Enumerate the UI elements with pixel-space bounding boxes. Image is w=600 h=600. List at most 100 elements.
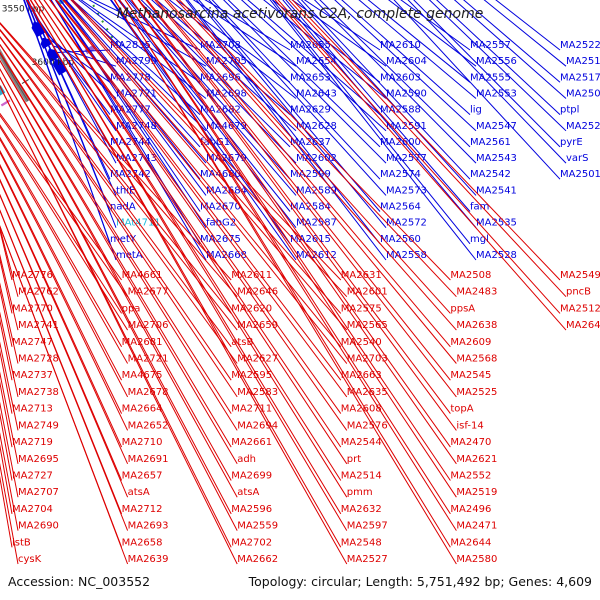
reverse-gene-label-leader [30, 0, 348, 531]
reverse-gene-label-leader [0, 209, 129, 531]
reverse-gene-label: MA2749 [18, 420, 59, 431]
forward-gene-label-leader [227, 0, 381, 148]
forward-gene-label: MA2535 [476, 218, 517, 229]
forward-gene-label: MA2599 [290, 169, 331, 180]
reverse-gene-label-leader [0, 136, 123, 348]
forward-gene-label: MAt4711 [116, 218, 161, 229]
reverse-gene-label: MA2548 [341, 537, 382, 548]
reverse-gene-label-leader [114, 0, 457, 565]
reverse-gene-label-leader [0, 114, 129, 297]
reverse-gene-label: MA2565 [347, 320, 388, 331]
reverse-gene-label: MA2508 [450, 270, 491, 281]
forward-gene-label: MA2577 [386, 153, 427, 164]
forward-gene-label-leader [271, 0, 381, 83]
forward-gene-label: MA2748 [116, 121, 157, 132]
forward-gene-label-leader [208, 0, 387, 196]
reverse-gene-label-leader [38, 0, 342, 448]
reverse-gene-label-leader [0, 432, 19, 531]
reverse-gene-label: pncB [566, 287, 591, 298]
forward-gene-label: MA2587 [296, 218, 337, 229]
reverse-gene-label-leader [0, 462, 19, 565]
forward-gene-label: MA2560 [380, 234, 421, 245]
reverse-gene-label-leader [0, 225, 129, 565]
reverse-gene-label-leader [138, 0, 451, 414]
forward-gene-label: MA2561 [470, 137, 511, 148]
forward-gene-label-leader [211, 0, 381, 180]
forward-gene-label-leader [428, 0, 567, 132]
reverse-gene-label: MA2597 [347, 521, 388, 532]
kbp-tick-label: 3600 kbp [32, 58, 75, 68]
reverse-gene-label: MA2704 [12, 504, 53, 515]
reverse-gene-label-leader [0, 28, 232, 314]
forward-gene-label: MA2835 [110, 40, 151, 51]
reverse-gene-label-leader [0, 341, 19, 431]
reverse-gene-label: MA2658 [122, 537, 163, 548]
reverse-gene-label: MA2601 [347, 287, 388, 298]
reverse-gene-label: ppsA [450, 303, 475, 314]
reverse-gene-label: MA2710 [122, 437, 163, 448]
forward-gene-label: MA2522 [560, 40, 600, 51]
forward-gene-label-leader [313, 0, 477, 164]
reverse-gene-label-leader [0, 84, 238, 565]
reverse-gene-label: ppa [122, 303, 141, 314]
reverse-gene-label-leader [0, 126, 129, 331]
forward-gene-label-leader [334, 0, 477, 132]
reverse-gene-label-leader [55, 0, 348, 364]
reverse-gene-label: MA2549 [560, 270, 600, 281]
reverse-gene-label-leader [291, 0, 561, 281]
reverse-gene-label-leader [155, 0, 451, 348]
forward-gene-label-leader [65, 0, 201, 148]
forward-gene-label: MA2555 [470, 72, 511, 83]
reverse-gene-label: MA2512 [560, 303, 600, 314]
forward-gene-label-leader [413, 0, 561, 148]
forward-gene-label-leader [93, 0, 201, 51]
forward-gene-label-leader [59, 0, 201, 180]
reverse-gene-label: MA2483 [456, 287, 497, 298]
reverse-gene-label-leader [0, 149, 123, 381]
reverse-gene-label: MA2559 [237, 521, 278, 532]
reverse-gene-label: MA4675 [122, 370, 163, 381]
reverse-gene-label-leader [0, 179, 129, 465]
reverse-gene-label-leader [154, 0, 457, 364]
forward-gene-label-leader [78, 0, 207, 99]
forward-gene-label: lig [470, 105, 482, 116]
forward-gene-label: MA2588 [380, 105, 421, 116]
reverse-gene-label: MA2649 [566, 320, 600, 331]
forward-gene-label: MA2610 [380, 40, 421, 51]
reverse-gene-label: MA2580 [456, 554, 497, 565]
forward-gene-label-leader [303, 0, 381, 51]
reverse-gene-label-leader [0, 29, 238, 331]
forward-gene-label: MA2574 [380, 169, 421, 180]
reverse-gene-label-leader [0, 257, 13, 314]
reverse-gene-label: atsA [128, 487, 150, 498]
reverse-gene-label: MA2713 [12, 404, 53, 415]
reverse-gene-label-leader [0, 163, 123, 414]
reverse-gene-label-leader [0, 228, 13, 281]
forward-gene-label: MA2778 [110, 72, 151, 83]
reverse-gene-label-leader [55, 0, 342, 348]
reverse-gene-label: MA2695 [18, 454, 59, 465]
reverse-gene-label-leader [0, 35, 232, 348]
reverse-gene-label: MA2496 [450, 504, 491, 515]
forward-gene-label: MA2602 [296, 153, 337, 164]
map-title: Methanosarcina acetivorans C2A, complete… [116, 6, 484, 22]
forward-gene-label: MA2518 [566, 56, 600, 67]
forward-gene-label-leader [109, 0, 297, 261]
reverse-gene-label: MA2721 [128, 354, 169, 365]
reverse-gene-label: MA2544 [341, 437, 382, 448]
forward-gene-label: MA2541 [476, 185, 517, 196]
forward-gene-label: MA2628 [296, 121, 337, 132]
reverse-gene-label: MA2706 [128, 320, 169, 331]
reverse-gene-label: MA2471 [456, 521, 497, 532]
reverse-gene-label-leader [0, 68, 238, 498]
reverse-gene-label: MA2583 [237, 387, 278, 398]
reverse-gene-label-leader [124, 0, 457, 498]
reverse-gene-label: MA2741 [18, 320, 59, 331]
forward-gene-label: mgl [470, 234, 489, 245]
forward-gene-label: MA2584 [290, 202, 331, 213]
forward-gene-label: MA2543 [476, 153, 517, 164]
forward-gene-label: MA2670 [200, 202, 241, 213]
forward-gene-label: MA2629 [290, 105, 331, 116]
